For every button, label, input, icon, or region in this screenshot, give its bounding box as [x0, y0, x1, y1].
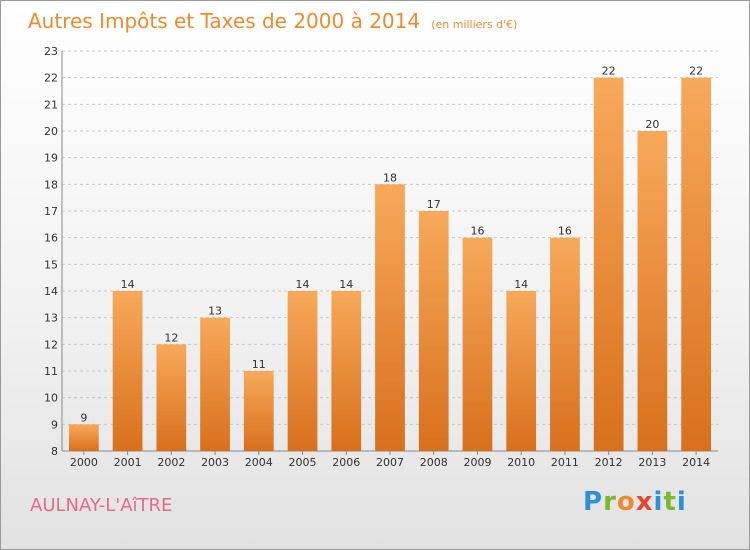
- y-tick-label: 13: [44, 312, 58, 325]
- bar-2006: [331, 291, 362, 451]
- data-label-2000: 9: [80, 411, 87, 424]
- x-tick-label-2005: 2005: [289, 456, 317, 469]
- brand-letter: i: [676, 487, 687, 517]
- chart-title: Autres Impôts et Taxes de 2000 à 2014: [28, 9, 421, 33]
- data-label-2006: 14: [339, 278, 353, 291]
- data-label-2009: 16: [470, 225, 484, 238]
- y-tick-label: 23: [44, 45, 58, 58]
- bar-2007: [375, 184, 405, 452]
- data-label-2003: 13: [208, 305, 222, 318]
- data-label-2012: 22: [602, 65, 616, 78]
- bar-2002: [156, 344, 187, 451]
- brand-letter: o: [616, 487, 636, 517]
- bar-2009: [462, 237, 493, 451]
- bar-2001: [112, 291, 143, 451]
- brand-letter: t: [663, 487, 677, 517]
- y-tick-label: 19: [44, 152, 58, 165]
- x-tick-label-2012: 2012: [595, 456, 623, 469]
- y-tick-label: 21: [44, 98, 58, 111]
- commune-name: AULNAY-L'AîTRE: [30, 495, 173, 516]
- bar-2013: [637, 131, 668, 451]
- x-tick-label-2009: 2009: [463, 456, 491, 469]
- brand-letter: r: [603, 487, 617, 517]
- data-label-2014: 22: [689, 65, 703, 78]
- x-tick-label-2014: 2014: [682, 456, 710, 469]
- brand-letter: P: [583, 487, 604, 517]
- bar-2000: [68, 424, 99, 451]
- x-tick-label-2006: 2006: [332, 456, 360, 469]
- data-label-2007: 18: [383, 171, 397, 184]
- y-tick-label: 9: [51, 418, 58, 431]
- labels: 8 9 10 11 12 13 14 15 16 17 18 19 20 21 22 23 9 2000 14 200…: [44, 45, 710, 469]
- data-label-2001: 14: [121, 278, 135, 291]
- y-tick-label: 15: [44, 258, 58, 271]
- data-label-2010: 14: [514, 278, 528, 291]
- x-tick-label-2008: 2008: [420, 456, 448, 469]
- x-tick-label-2013: 2013: [638, 456, 666, 469]
- chart-subtitle: (en milliers d'€): [431, 18, 518, 31]
- brand-letter: i: [653, 487, 664, 517]
- bar-2005: [287, 291, 318, 451]
- x-tick-label-2002: 2002: [157, 456, 185, 469]
- x-tick-label-2007: 2007: [376, 456, 404, 469]
- bar-2012: [593, 77, 624, 452]
- data-label-2013: 20: [645, 118, 659, 131]
- x-tick-label-2011: 2011: [551, 456, 579, 469]
- y-tick-label: 18: [44, 178, 58, 191]
- y-tick-label: 17: [44, 205, 58, 218]
- data-label-2005: 14: [296, 278, 310, 291]
- bars: [68, 77, 712, 452]
- data-label-2011: 16: [558, 225, 572, 238]
- bar-2011: [550, 237, 580, 451]
- data-label-2002: 12: [164, 331, 178, 344]
- y-tick-label: 11: [44, 365, 58, 378]
- data-label-2008: 17: [427, 198, 441, 211]
- y-tick-label: 12: [44, 338, 58, 351]
- x-tick-label-2004: 2004: [245, 456, 273, 469]
- x-tick-label-2010: 2010: [507, 456, 535, 469]
- brand-logo: Proxiti: [583, 487, 687, 517]
- bar-2004: [243, 371, 274, 451]
- bar-2014: [681, 77, 712, 452]
- data-label-2004: 11: [252, 358, 266, 371]
- x-tick-label-2001: 2001: [114, 456, 142, 469]
- title-row: Autres Impôts et Taxes de 2000 à 2014 (e…: [28, 9, 517, 33]
- y-tick-label: 14: [44, 285, 58, 298]
- bar-2008: [418, 211, 449, 451]
- y-tick-label: 8: [51, 445, 58, 458]
- y-tick-label: 16: [44, 232, 58, 245]
- x-tick-label-2000: 2000: [70, 456, 98, 469]
- y-tick-label: 10: [44, 392, 58, 405]
- x-tick-label-2003: 2003: [201, 456, 229, 469]
- bar-2010: [506, 291, 537, 451]
- y-tick-label: 22: [44, 72, 58, 85]
- brand-letter: x: [635, 487, 654, 517]
- y-tick-label: 20: [44, 125, 58, 138]
- bar-2003: [200, 317, 230, 451]
